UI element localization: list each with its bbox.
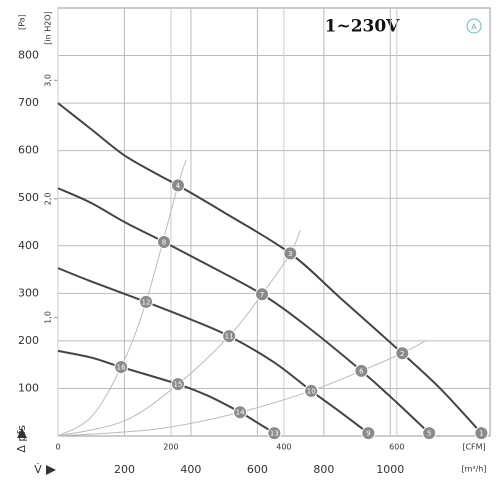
x2-tick-label: 200 xyxy=(163,443,178,452)
x2-tick-label: 600 xyxy=(389,443,404,452)
point-label: 15 xyxy=(174,381,183,389)
fan-curve xyxy=(57,349,275,434)
operating-point xyxy=(267,426,282,441)
operating-point xyxy=(395,346,410,361)
y-tick-label: 700 xyxy=(18,96,39,109)
y-tick-label: 500 xyxy=(18,191,39,204)
point-label: 4 xyxy=(176,182,181,190)
y-tick-label: 300 xyxy=(18,286,39,299)
point-label: 8 xyxy=(162,238,166,246)
x-tick-label: 400 xyxy=(180,463,201,476)
operating-point xyxy=(283,246,298,261)
badge: A xyxy=(471,23,477,32)
point-label: 13 xyxy=(270,430,279,438)
operating-point xyxy=(170,178,185,193)
y2-tick-label: 3,0 xyxy=(44,74,53,87)
operating-point xyxy=(474,426,489,441)
point-label: 7 xyxy=(260,291,264,299)
operating-point xyxy=(361,426,376,441)
y2-tick-label: 2,0 xyxy=(44,193,53,206)
x2-tick-label: 400 xyxy=(276,443,291,452)
point-label: 16 xyxy=(117,364,126,372)
operating-point xyxy=(170,377,185,392)
x-tick-label: 600 xyxy=(247,463,268,476)
y-arrow xyxy=(17,428,27,438)
operating-point xyxy=(222,329,237,344)
operating-point xyxy=(422,426,437,441)
x-tick-label: 800 xyxy=(313,463,334,476)
y-tick-label: 400 xyxy=(18,239,39,252)
x2-tick-label: 0 xyxy=(55,443,60,452)
y-tick-label: 100 xyxy=(18,381,39,394)
operating-point xyxy=(233,405,248,420)
y-tick-label: 800 xyxy=(18,49,39,62)
x-unit: [m³/h] xyxy=(461,465,486,474)
y-tick-label: 200 xyxy=(18,334,39,347)
point-label: 11 xyxy=(225,333,234,341)
operating-point xyxy=(157,234,172,249)
point-label: 5 xyxy=(427,430,431,438)
operating-point xyxy=(354,363,369,378)
x-tick-label: 200 xyxy=(114,463,135,476)
y2-unit: [in H2O] xyxy=(44,11,53,44)
badge-circle xyxy=(466,18,482,34)
chart-title: 1~230V xyxy=(325,17,401,37)
point-label: 12 xyxy=(142,298,151,306)
x-tick-label: 1000 xyxy=(376,463,404,476)
point-label: 9 xyxy=(366,430,370,438)
point-label: 6 xyxy=(359,367,364,375)
x-arrow xyxy=(46,465,56,475)
point-label: 10 xyxy=(307,387,316,395)
y-label: Δ pfs xyxy=(15,425,28,453)
fan-curve xyxy=(57,102,483,434)
operating-point xyxy=(304,383,319,398)
system-curve xyxy=(57,229,301,437)
point-label: 14 xyxy=(236,409,245,417)
fan-curve xyxy=(57,187,430,434)
x-label: V̇ xyxy=(34,463,42,476)
operating-point xyxy=(114,360,129,375)
x2-unit: [CFM] xyxy=(462,443,485,452)
system-curve xyxy=(57,160,187,437)
point-label: 2 xyxy=(400,350,404,358)
y-unit: [Pa] xyxy=(18,14,27,30)
y-tick-label: 600 xyxy=(18,144,39,157)
operating-point xyxy=(255,287,270,302)
y2-tick-label: 1,0 xyxy=(44,311,53,324)
point-label: 1 xyxy=(479,430,483,438)
operating-point xyxy=(139,294,154,309)
point-label: 3 xyxy=(288,250,292,258)
